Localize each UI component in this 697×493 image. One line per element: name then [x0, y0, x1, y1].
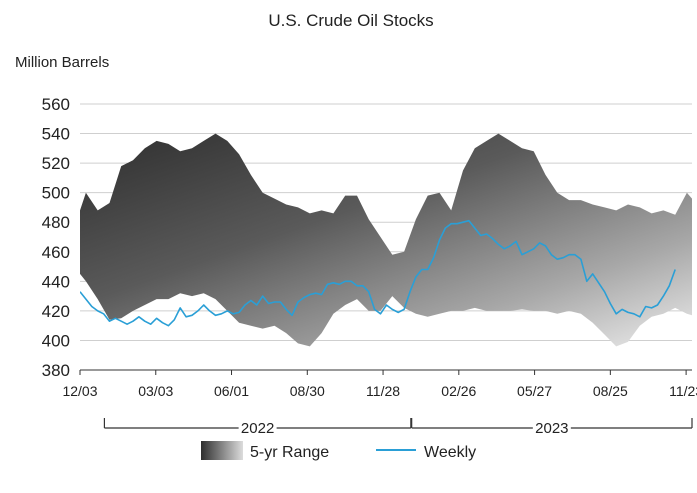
- y-tick-label: 460: [42, 243, 70, 262]
- y-tick-label: 480: [42, 213, 70, 232]
- x-tick-label: 06/01: [214, 383, 249, 399]
- year-label: 2022: [241, 420, 274, 437]
- y-tick-label: 540: [42, 125, 70, 144]
- x-tick-label: 05/27: [517, 383, 552, 399]
- weekly-series-line: [80, 219, 676, 327]
- y-axis-unit-label: Million Barrels: [15, 54, 109, 71]
- five-year-range-area: [80, 133, 692, 347]
- x-tick-label: 03/03: [138, 383, 173, 399]
- legend-range-label: 5-yr Range: [250, 444, 329, 461]
- y-tick-label: 400: [42, 331, 70, 350]
- x-tick-label: 02/26: [441, 383, 476, 399]
- year-label: 2023: [535, 420, 568, 437]
- y-tick-label: 520: [42, 154, 70, 173]
- y-tick-label: 440: [42, 272, 70, 291]
- chart-title: U.S. Crude Oil Stocks: [268, 11, 433, 30]
- y-tick-label: 380: [42, 361, 70, 380]
- y-tick-label: 420: [42, 302, 70, 321]
- y-tick-label: 560: [42, 95, 70, 114]
- x-tick-label: 12/03: [62, 383, 97, 399]
- x-tick-label: 11/23: [669, 383, 697, 399]
- legend: 5-yr Range Weekly: [201, 441, 476, 461]
- x-tick-label: 11/28: [366, 383, 400, 399]
- legend-weekly-label: Weekly: [424, 444, 476, 461]
- x-tick-label: 08/30: [290, 383, 325, 399]
- y-tick-label: 500: [42, 184, 70, 203]
- x-tick-label: 08/25: [593, 383, 628, 399]
- year-brackets: 2022 2023: [103, 418, 693, 437]
- y-axis-ticks: 560 540 520 500 480 460 440 420 400 380: [42, 95, 70, 380]
- x-axis-ticks: 12/03 03/03 06/01 08/30 11/28 02/26 05/27 08/25…: [62, 370, 697, 399]
- legend-range-swatch: [201, 441, 243, 460]
